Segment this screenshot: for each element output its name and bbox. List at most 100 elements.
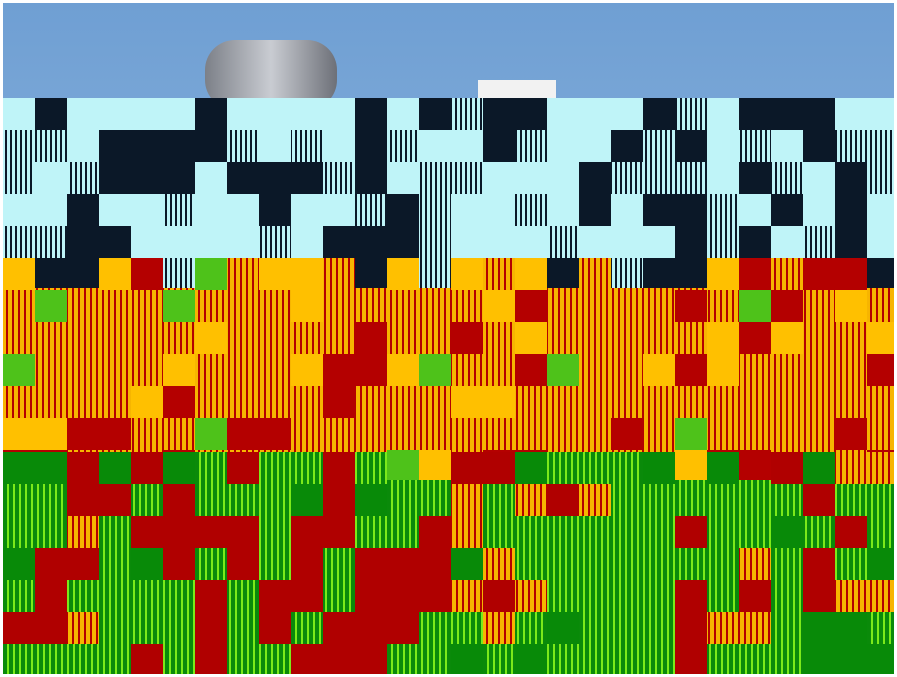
pixel-block (67, 162, 99, 194)
pixel-block (515, 290, 547, 322)
pixel-block (771, 290, 803, 322)
pixel-block (803, 580, 835, 612)
pixel-block (291, 516, 323, 548)
pixel-block (131, 386, 163, 418)
pixel-block (803, 226, 835, 258)
pixel-block (419, 450, 451, 480)
pixel-block (515, 484, 547, 516)
pixel-block (643, 194, 675, 226)
pixel-block (867, 580, 894, 612)
pixel-block (291, 290, 323, 322)
pixel-block (35, 418, 67, 450)
pixel-block (803, 98, 835, 130)
pixel-block (579, 484, 611, 516)
pixel-block (707, 612, 739, 644)
pixel-block (451, 322, 483, 354)
pixel-block (99, 162, 131, 194)
pixel-block (3, 226, 35, 258)
pixel-block (387, 130, 419, 162)
pixel-block (259, 226, 291, 258)
pixel-block (739, 290, 771, 322)
pixel-block (227, 516, 259, 548)
pixel-block (355, 226, 387, 258)
pixel-block (387, 354, 419, 386)
pixel-block (323, 644, 355, 674)
pixel-block (611, 418, 643, 450)
pixel-block (195, 322, 227, 354)
pixel-block (163, 194, 195, 226)
pixel-block (867, 452, 894, 484)
pixel-block (867, 130, 894, 162)
pixel-block (419, 162, 451, 194)
pixel-block (195, 644, 227, 674)
pixel-block (483, 580, 515, 612)
pixel-block (163, 130, 195, 162)
pixel-block (323, 484, 355, 516)
pixel-block (643, 130, 675, 162)
pixel-block (739, 130, 771, 162)
pixel-block (739, 98, 771, 130)
pixel-block (707, 452, 739, 484)
pixel-block (291, 580, 323, 612)
pixel-block (451, 386, 483, 418)
pixel-block (451, 516, 483, 548)
pixel-block (579, 162, 611, 194)
pixel-block (99, 418, 131, 450)
pixel-block (35, 226, 67, 258)
pixel-block (451, 548, 483, 580)
pixel-block (675, 418, 707, 450)
pixel-block (387, 612, 419, 644)
pixel-block (419, 98, 451, 130)
pixel-block (739, 162, 771, 194)
pixel-block (707, 226, 739, 258)
pixel-block (355, 162, 387, 194)
pixel-block (771, 194, 803, 226)
pixel-block (67, 194, 99, 226)
pixel-block (259, 258, 291, 290)
pixel-block (323, 612, 355, 644)
pixel-block (835, 612, 867, 644)
pixel-block (803, 548, 835, 580)
pixel-block (675, 516, 707, 548)
pixel-block (99, 130, 131, 162)
pixel-block (195, 580, 227, 612)
pixel-block (323, 386, 355, 418)
pixel-block (3, 354, 35, 386)
pixel-block (739, 322, 771, 354)
pixel-block (643, 258, 675, 288)
pixel-block (675, 354, 707, 386)
pixel-block (355, 98, 387, 130)
pixel-block (835, 226, 867, 258)
pixel-block (35, 130, 67, 162)
pixel-block (227, 130, 259, 162)
pixel-block (99, 258, 131, 290)
pixel-block (259, 612, 291, 644)
pixel-block (35, 290, 67, 322)
pixel-block (35, 98, 67, 130)
pixel-block (3, 418, 35, 450)
pixel-block (419, 354, 451, 386)
pixel-block (483, 98, 515, 130)
pixel-block (67, 548, 99, 580)
pixel-block (419, 548, 451, 580)
pixel-block (515, 194, 547, 226)
pixel-block (355, 548, 387, 580)
pixel-block (131, 162, 163, 194)
pixel-block (419, 580, 451, 612)
pixel-block (515, 322, 547, 354)
pixel-block (803, 130, 835, 162)
pixel-block (771, 516, 803, 548)
pixel-block (195, 612, 227, 644)
pixel-block (579, 194, 611, 226)
pixel-block (3, 548, 35, 580)
pixel-block (835, 130, 867, 162)
pixel-block (707, 354, 739, 386)
pixel-block (291, 644, 323, 674)
pixel-block (515, 452, 547, 484)
pixel-block (35, 258, 67, 288)
pixel-block (195, 258, 227, 290)
pixel-block (707, 258, 739, 290)
pixel-block (387, 226, 419, 258)
pixel-block (131, 644, 163, 674)
